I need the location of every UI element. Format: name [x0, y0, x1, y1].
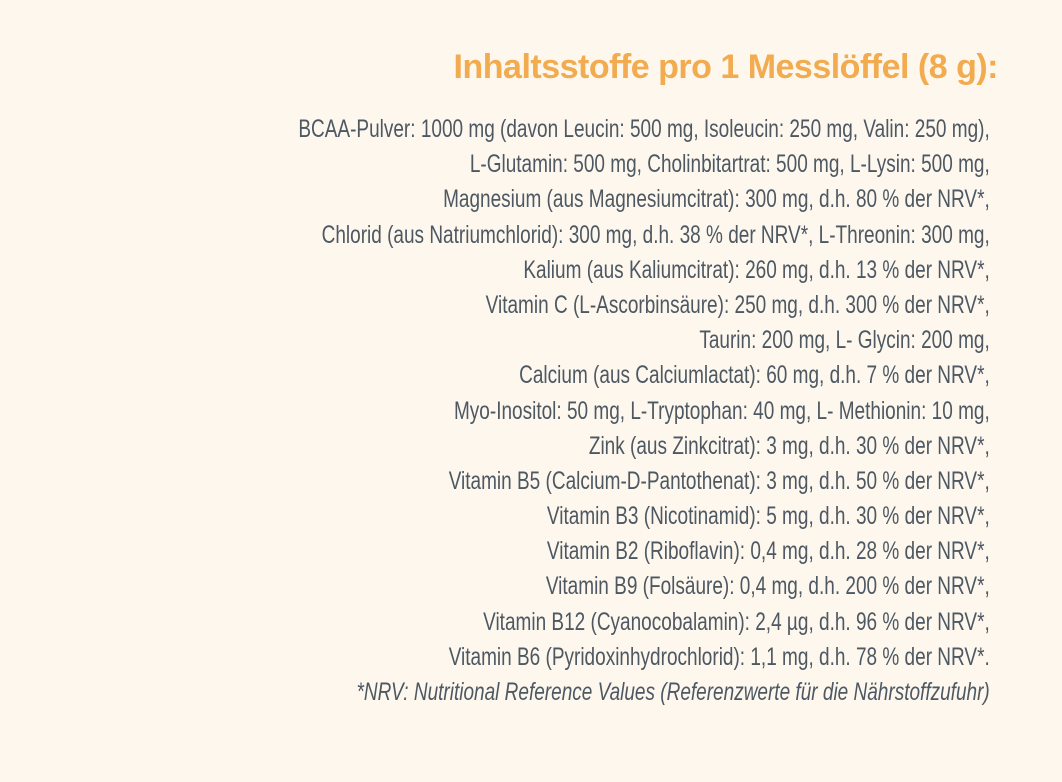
ingredient-line: BCAA-Pulver: 1000 mg (davon Leucin: 500 …: [298, 115, 990, 143]
ingredient-line: Vitamin C (L-Ascorbinsäure): 250 mg, d.h…: [485, 290, 990, 319]
ingredient-line: Vitamin B3 (Nicotinamid): 5 mg, d.h. 30 …: [547, 502, 990, 531]
ingredient-line: Vitamin B6 (Pyridoxinhydrochlorid): 1,1 …: [448, 642, 990, 671]
ingredient-line: L-Glutamin: 500 mg, Cholinbitartrat: 500…: [470, 150, 990, 179]
title: Inhaltsstoffe pro 1 Messlöffel (8 g):: [453, 48, 999, 86]
ingredient-line: Calcium (aus Calciumlactat): 60 mg, d.h.…: [519, 361, 990, 390]
ingredient-line: Chlorid (aus Natriumchlorid): 300 mg, d.…: [321, 220, 990, 249]
ingredient-line: Myo-Inositol: 50 mg, L-Tryptophan: 40 mg…: [454, 396, 990, 425]
ingredient-list: BCAA-Pulver: 1000 mg (davon Leucin: 500 …: [80, 112, 990, 710]
footnote: *NRV: Nutritional Reference Values (Refe…: [356, 678, 990, 706]
ingredient-line: Vitamin B9 (Folsäure): 0,4 mg, d.h. 200 …: [546, 572, 990, 601]
ingredient-line: Magnesium (aus Magnesiumcitrat): 300 mg,…: [443, 185, 990, 214]
ingredient-line: Vitamin B12 (Cyanocobalamin): 2,4 µg, d.…: [483, 607, 990, 636]
ingredient-line: Kalium (aus Kaliumcitrat): 260 mg, d.h. …: [523, 255, 990, 284]
ingredient-line: Zink (aus Zinkcitrat): 3 mg, d.h. 30 % d…: [589, 431, 990, 460]
ingredient-line: Taurin: 200 mg, L- Glycin: 200 mg,: [699, 326, 990, 355]
ingredient-line: Vitamin B5 (Calcium-D-Pantothenat): 3 mg…: [448, 466, 990, 495]
ingredient-line: Vitamin B2 (Riboflavin): 0,4 mg, d.h. 28…: [547, 537, 990, 566]
